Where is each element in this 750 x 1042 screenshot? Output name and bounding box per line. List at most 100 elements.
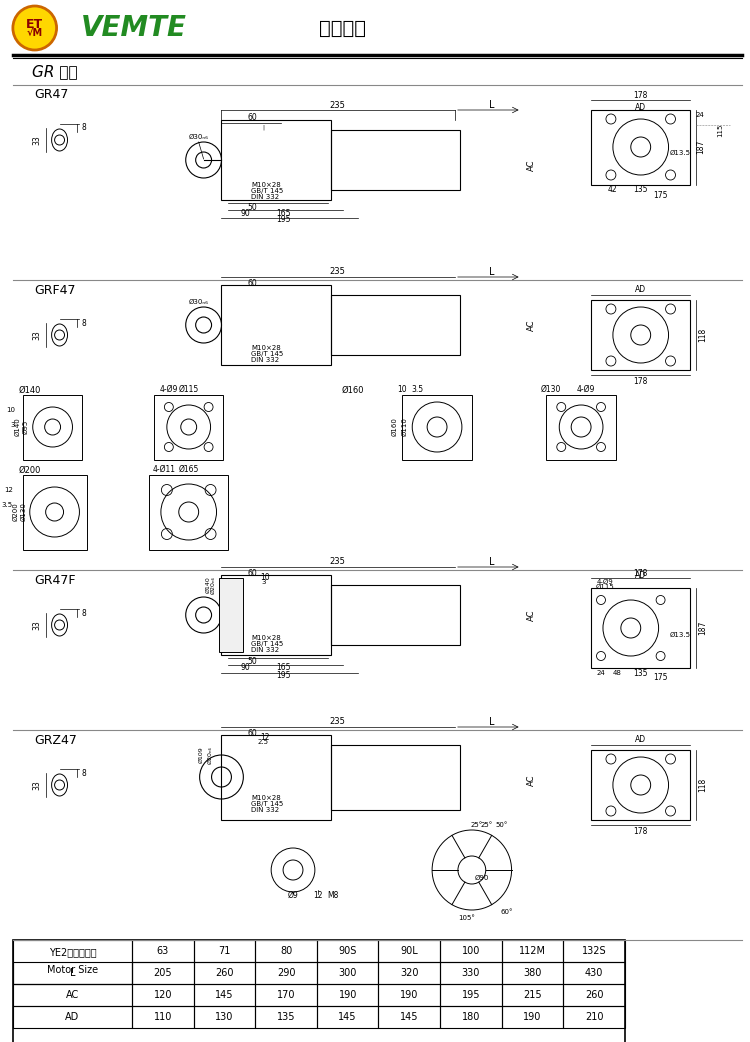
Text: 165: 165 <box>276 664 290 672</box>
Text: M10×28: M10×28 <box>251 635 281 641</box>
Bar <box>379 940 440 962</box>
Text: 300: 300 <box>338 968 357 978</box>
Text: Ø9: Ø9 <box>288 891 298 899</box>
Text: DIN 332: DIN 332 <box>251 647 280 653</box>
Text: 135: 135 <box>277 1012 296 1022</box>
Text: 50: 50 <box>248 658 257 667</box>
Text: 24: 24 <box>596 670 605 676</box>
Text: 320: 320 <box>400 968 418 978</box>
Text: 减速电机: 减速电机 <box>320 19 366 38</box>
Bar <box>563 940 625 962</box>
Text: 132S: 132S <box>582 946 606 956</box>
Text: 10: 10 <box>398 386 407 395</box>
Text: M10×28: M10×28 <box>251 345 281 351</box>
Text: 90: 90 <box>241 208 250 218</box>
Bar <box>194 984 255 1006</box>
Bar <box>591 300 691 370</box>
Text: 90L: 90L <box>400 946 418 956</box>
Text: 80: 80 <box>280 946 292 956</box>
Text: GR 系列: GR 系列 <box>32 65 77 79</box>
Text: Ø109: Ø109 <box>198 747 203 764</box>
Text: 2.5: 2.5 <box>258 739 268 745</box>
Text: 115: 115 <box>717 123 723 137</box>
Bar <box>440 962 502 984</box>
Text: Ø130: Ø130 <box>21 502 27 521</box>
Bar <box>22 395 82 460</box>
Text: Ø115: Ø115 <box>596 584 614 590</box>
Text: 8: 8 <box>82 609 86 618</box>
Bar <box>563 1006 625 1028</box>
Text: GRZ47: GRZ47 <box>34 734 77 746</box>
Text: 12: 12 <box>260 733 270 742</box>
Text: 12: 12 <box>313 891 322 899</box>
Text: 4-Ø9: 4-Ø9 <box>577 384 596 394</box>
Text: GRF47: GRF47 <box>34 283 76 297</box>
Text: AD: AD <box>635 286 646 295</box>
Bar <box>255 940 316 962</box>
Text: 33: 33 <box>33 135 42 145</box>
Text: Ø140: Ø140 <box>15 418 21 437</box>
Text: 145: 145 <box>400 1012 418 1022</box>
Text: 50: 50 <box>248 202 257 212</box>
Bar <box>379 1006 440 1028</box>
Text: 90S: 90S <box>338 946 357 956</box>
Text: 187: 187 <box>696 140 705 154</box>
Text: AC: AC <box>527 774 536 786</box>
Text: 235: 235 <box>330 268 346 276</box>
Text: 4-Ø9: 4-Ø9 <box>596 579 613 585</box>
Text: DIN 332: DIN 332 <box>251 807 280 813</box>
Text: 165: 165 <box>276 208 290 218</box>
Bar <box>563 984 625 1006</box>
Text: 190: 190 <box>524 1012 542 1022</box>
Text: Ø140: Ø140 <box>19 386 41 395</box>
Text: L: L <box>70 968 75 978</box>
Text: 71: 71 <box>218 946 231 956</box>
Text: VEMTE: VEMTE <box>81 14 187 42</box>
Bar <box>149 475 229 550</box>
Bar <box>316 962 379 984</box>
Bar <box>316 984 379 1006</box>
Text: AC: AC <box>527 610 536 621</box>
Bar <box>591 110 691 185</box>
Text: 3: 3 <box>10 422 15 428</box>
Bar <box>591 750 691 820</box>
Text: 175: 175 <box>653 191 668 199</box>
Text: 60: 60 <box>248 569 257 577</box>
Text: AD: AD <box>635 102 646 111</box>
Text: 380: 380 <box>524 968 542 978</box>
Text: 130: 130 <box>215 1012 234 1022</box>
Bar <box>255 984 316 1006</box>
Bar <box>221 575 331 655</box>
Text: 90: 90 <box>241 664 250 672</box>
Text: Ø160: Ø160 <box>341 386 364 395</box>
Bar <box>255 1006 316 1028</box>
Bar <box>194 1006 255 1028</box>
Text: 145: 145 <box>338 1012 357 1022</box>
Text: |: | <box>262 124 264 130</box>
Bar <box>502 962 563 984</box>
Text: Ø30ₙ₆: Ø30ₙ₆ <box>189 299 209 305</box>
Text: 3.5: 3.5 <box>411 386 423 395</box>
Text: 195: 195 <box>276 216 290 224</box>
Bar <box>563 962 625 984</box>
Text: GB/T 145: GB/T 145 <box>251 351 284 357</box>
Bar <box>13 940 132 984</box>
Text: 178: 178 <box>634 91 648 99</box>
Text: 235: 235 <box>330 557 346 567</box>
Text: √M: √M <box>27 28 43 38</box>
Text: 63: 63 <box>157 946 169 956</box>
Bar <box>402 395 472 460</box>
Text: 12: 12 <box>4 487 13 493</box>
Bar <box>546 395 616 460</box>
Text: 195: 195 <box>461 990 480 1000</box>
Bar <box>221 735 331 820</box>
Text: Ø200: Ø200 <box>19 466 41 474</box>
Text: Ø20ₙ₆: Ø20ₙ₆ <box>207 746 212 764</box>
Bar <box>13 984 132 1006</box>
Text: M8: M8 <box>327 891 338 899</box>
Text: 25°: 25° <box>471 822 483 828</box>
Bar <box>316 1006 379 1028</box>
Text: 60°: 60° <box>500 909 513 915</box>
Bar <box>13 1006 132 1028</box>
Text: Ø130: Ø130 <box>542 384 562 394</box>
